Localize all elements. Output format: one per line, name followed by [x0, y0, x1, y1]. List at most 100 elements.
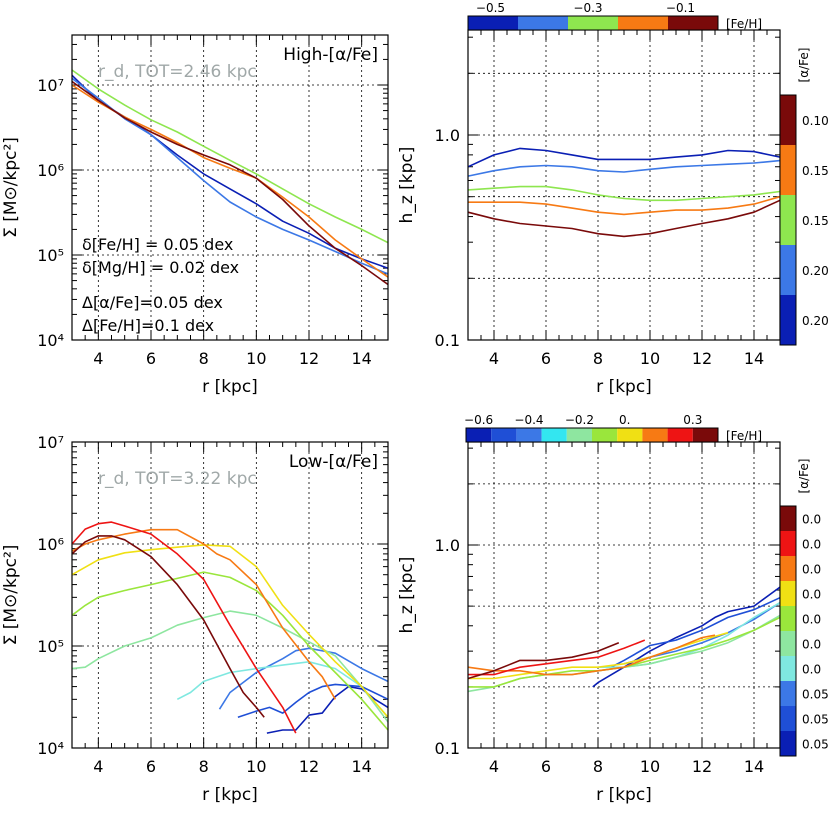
colorbar-right-swatch	[780, 706, 796, 731]
colorbar-right-value: 0.05	[802, 688, 829, 702]
colorbar-right-value: 0.15	[802, 214, 829, 228]
x-tick-label: 12	[299, 757, 319, 776]
colorbar-top-tick-label: −0.5	[476, 1, 505, 15]
colorbar-top-swatch	[516, 428, 542, 442]
x-tick-label: 10	[246, 349, 266, 368]
p3-series-s10	[71, 535, 265, 718]
colorbar-right-value: 0.0	[802, 588, 821, 602]
p2-panel: 4 6 8 10 12 14 0.1 1.0 r [kpc] h_z [kpc] −0.5 −0.3 −…	[397, 1, 829, 397]
colorbar-right-value: 0.15	[802, 164, 829, 178]
colorbar-right-label: [α/Fe]	[797, 48, 811, 83]
x-tick-label: 10	[246, 757, 266, 776]
colorbar-top-tick-label: −0.4	[514, 413, 543, 427]
colorbar-right-swatch	[780, 195, 796, 245]
colorbar-top-swatch	[592, 428, 618, 442]
y-tick-label: 10⁴	[37, 739, 64, 758]
colorbar-top-swatch	[491, 428, 517, 442]
y-tick-label: 10⁶	[37, 535, 64, 554]
x-tick-label: 8	[199, 757, 209, 776]
x-tick-label: 14	[351, 757, 371, 776]
y-tick-label: 10⁵	[37, 637, 64, 656]
x-tick-label: 10	[640, 757, 660, 776]
colorbar-top-tick-label: 0.	[619, 413, 630, 427]
y-tick-label: 10⁷	[37, 76, 64, 95]
plot-frame	[71, 441, 389, 749]
colorbar-top-swatch	[692, 428, 718, 442]
p4-series-s9	[468, 639, 646, 676]
panel-label: Low-[α/Fe]	[289, 452, 378, 472]
colorbar-top-swatch	[617, 428, 643, 442]
y-tick-label: 1.0	[435, 126, 460, 145]
panel-label: High-[α/Fe]	[283, 45, 378, 65]
colorbar-right-swatch	[780, 656, 796, 681]
colorbar-right-swatch	[780, 731, 796, 756]
annotation-text: Δ[Fe/H]=0.1 dex	[82, 316, 214, 335]
p3-series-s9	[71, 521, 297, 734]
colorbar-top-tick-label: 0.3	[683, 413, 702, 427]
x-tick-label: 14	[744, 757, 764, 776]
p2-series-s2	[467, 159, 781, 177]
colorbar-top-swatch	[541, 428, 567, 442]
colorbar-right-value: 0.05	[802, 738, 829, 752]
colorbar-top-swatch	[566, 428, 592, 442]
colorbar-right-value: 0.0	[802, 513, 821, 527]
colorbar-top-swatch	[618, 16, 668, 30]
y-tick-label: 0.1	[435, 739, 460, 758]
colorbar-right-swatch	[780, 681, 796, 706]
x-tick-label: 8	[199, 349, 209, 368]
colorbar-right-swatch	[780, 631, 796, 656]
colorbar-right-swatch	[780, 245, 796, 295]
colorbar-right-swatch	[780, 145, 796, 195]
colorbar-right-swatch	[780, 531, 796, 556]
colorbar-right-swatch	[780, 581, 796, 606]
annotation-text: δ[Fe/H] = 0.05 dex	[82, 235, 233, 254]
p1-series-s3	[71, 69, 389, 244]
p4-series-s1	[592, 586, 781, 688]
x-tick-label: 14	[744, 349, 764, 368]
p4-series-s8	[467, 634, 716, 676]
x-tick-label: 12	[692, 757, 712, 776]
p2-series-s1	[467, 147, 781, 168]
colorbar-top-label: [Fe/H]	[726, 17, 762, 31]
colorbar-top-swatch	[468, 16, 518, 30]
x-axis-label: r [kpc]	[202, 377, 258, 397]
p3-panel: 4 6 8 10 12 14 10⁴ 10⁵ 10⁶ 10⁷ r [kpc] Σ [M⊙/kpc²] L…	[1, 433, 389, 805]
x-axis-label: r [kpc]	[202, 785, 258, 805]
colorbar-right-value: 0.10	[802, 114, 829, 128]
x-tick-label: 8	[593, 757, 603, 776]
x-axis-label: r [kpc]	[596, 785, 652, 805]
p3-series-s6	[71, 571, 389, 731]
colorbar-right-swatch	[780, 95, 796, 145]
p3-series-s7	[71, 544, 389, 718]
colorbar-top-tick-label: −0.6	[464, 413, 493, 427]
x-tick-label: 12	[692, 349, 712, 368]
colorbar-right-value: 0.0	[802, 613, 821, 627]
colorbar-right-value: 0.0	[802, 663, 821, 677]
colorbar-right-label: [α/Fe]	[797, 459, 811, 494]
colorbar-top-swatch	[518, 16, 568, 30]
y-axis-label: h_z [kpc]	[397, 557, 417, 634]
x-tick-label: 10	[640, 349, 660, 368]
colorbar-top-label: [Fe/H]	[726, 429, 762, 443]
colorbar-right-value: 0.20	[802, 314, 829, 328]
p3-series-s4	[176, 660, 389, 718]
scale-length-text: r_d, TOT=2.46 kpc	[98, 62, 257, 82]
p4-panel: 4 6 8 10 12 14 0.1 1.0 r [kpc] h_z [kpc] −0.6 −0.4 −…	[397, 413, 829, 805]
colorbar-top-swatch	[466, 428, 492, 442]
colorbar-right-swatch	[780, 506, 796, 531]
x-tick-label: 8	[593, 349, 603, 368]
p3-series-s5	[71, 610, 389, 723]
colorbar-right-value: 0.20	[802, 264, 829, 278]
colorbar-right-swatch	[780, 606, 796, 631]
p4-series-s2	[610, 596, 781, 668]
colorbar-right-frame	[779, 94, 797, 346]
p1-series-s5	[71, 80, 389, 286]
colorbar-right-frame	[779, 505, 797, 757]
p4-series-s10	[467, 641, 620, 680]
x-tick-label: 6	[146, 349, 156, 368]
x-tick-label: 6	[541, 757, 551, 776]
colorbar-right-value: 0.0	[802, 563, 821, 577]
colorbar-top-tick-label: −0.1	[666, 1, 695, 15]
y-tick-label: 0.1	[435, 331, 460, 350]
